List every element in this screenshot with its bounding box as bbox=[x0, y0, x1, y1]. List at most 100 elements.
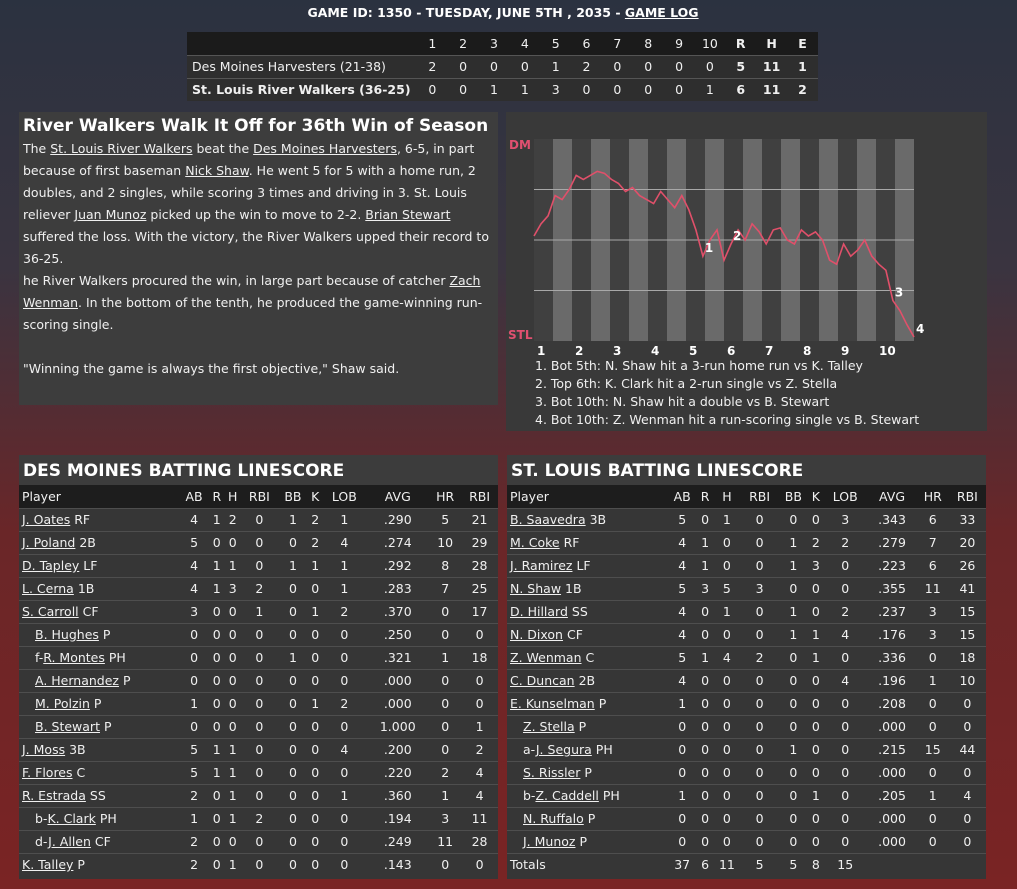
stat-cell: 2 bbox=[224, 507, 241, 531]
batter-row: B. Stewart P 0 0 0 0 0 0 0 1.000 0 1 bbox=[19, 714, 498, 738]
stat-cell: 1 bbox=[667, 691, 698, 715]
stat-cell: 0 bbox=[916, 645, 949, 669]
team-total: 5 bbox=[736, 59, 746, 74]
player-cell: J. Moss 3B bbox=[19, 737, 179, 761]
player-link[interactable]: L. Cerna bbox=[22, 581, 74, 596]
stat-cell: 1 bbox=[224, 760, 241, 784]
player-link[interactable]: M. Polzin bbox=[35, 696, 90, 711]
player-link[interactable]: Z. Wenman bbox=[510, 650, 582, 665]
stat-cell: 0 bbox=[778, 714, 809, 738]
stat-cell: 1 bbox=[224, 737, 241, 761]
stat-cell: 4 bbox=[948, 783, 986, 807]
player-link[interactable]: J. Moss bbox=[22, 742, 66, 757]
player-link[interactable]: Z. Stella bbox=[523, 719, 575, 734]
column-header: HR bbox=[916, 485, 949, 508]
player-link[interactable]: R. Estrada bbox=[22, 788, 86, 803]
player-cell: K. Talley P bbox=[19, 852, 179, 876]
player-link[interactable]: E. Kunselman bbox=[510, 696, 595, 711]
player-cell: B. Hughes P bbox=[19, 622, 179, 646]
stat-cell: 0 bbox=[741, 691, 779, 715]
stat-cell: 2 bbox=[179, 829, 210, 853]
dm-batting-table: Player AB R H RBI BB K LOB AVG HR RBI J. Oates RF 4… bbox=[19, 485, 498, 876]
player-link[interactable]: J. Allen bbox=[48, 834, 91, 849]
player-position: P bbox=[578, 719, 587, 734]
player-link[interactable]: R. Montes bbox=[43, 650, 105, 665]
stat-cell: 3 bbox=[429, 806, 462, 830]
player-link[interactable]: D. Hillard bbox=[510, 604, 568, 619]
player-link-zach-wenman[interactable]: Zach Wenman bbox=[23, 273, 481, 310]
stat-cell: 0 bbox=[697, 599, 713, 623]
stat-cell: 1 bbox=[209, 507, 225, 531]
player-link[interactable]: J. Munoz bbox=[523, 834, 576, 849]
player-link[interactable]: J. Poland bbox=[22, 535, 76, 550]
player-link-brian-stewart[interactable]: Brian Stewart bbox=[365, 207, 451, 222]
stat-cell: 0 bbox=[179, 622, 210, 646]
stat-cell: 1 bbox=[224, 852, 241, 876]
player-link[interactable]: A. Hernandez bbox=[35, 673, 119, 688]
inning-header: 7 bbox=[601, 32, 633, 55]
player-link[interactable]: S. Rissler bbox=[523, 765, 581, 780]
player-link[interactable]: J. Oates bbox=[22, 512, 71, 527]
inning-label: 3 bbox=[613, 344, 621, 357]
column-header: R bbox=[209, 485, 225, 508]
column-header: R bbox=[697, 485, 713, 508]
inning-header: 3 bbox=[478, 32, 510, 55]
player-link[interactable]: N. Ruffalo bbox=[523, 811, 584, 826]
player-link[interactable]: S. Carroll bbox=[22, 604, 79, 619]
inning-score: 1 bbox=[705, 82, 714, 98]
stat-cell: .196 bbox=[867, 668, 917, 692]
stat-cell: 1 bbox=[277, 645, 308, 669]
stat-cell: 4 bbox=[179, 576, 210, 600]
player-link[interactable]: N. Shaw bbox=[510, 581, 562, 596]
stat-cell: 2 bbox=[429, 760, 462, 784]
stat-cell: 0 bbox=[667, 760, 698, 784]
player-link[interactable]: J. Segura bbox=[535, 742, 592, 757]
player-link[interactable]: K. Talley bbox=[22, 857, 74, 873]
column-header: RBI bbox=[948, 485, 986, 508]
stat-cell: 1 bbox=[224, 783, 241, 807]
stat-cell: 2 bbox=[179, 852, 210, 876]
player-link[interactable]: F. Flores bbox=[22, 765, 73, 780]
player-link[interactable]: M. Coke bbox=[510, 535, 560, 550]
stat-cell: 0 bbox=[240, 645, 278, 669]
column-header: BB bbox=[277, 485, 308, 508]
player-link[interactable]: J. Ramirez bbox=[510, 558, 573, 573]
stat-cell: 2 bbox=[808, 530, 824, 554]
player-link[interactable]: K. Clark bbox=[47, 811, 96, 826]
team-link-stl[interactable]: St. Louis River Walkers bbox=[50, 141, 193, 156]
batter-row: E. Kunselman P 1 0 0 0 0 0 0.208 0 0 bbox=[507, 691, 986, 715]
player-link[interactable]: Z. Caddell bbox=[535, 788, 599, 803]
player-link-juan-munoz[interactable]: Juan Munoz bbox=[74, 207, 147, 222]
stat-cell: 2 bbox=[308, 507, 323, 531]
player-position: PH bbox=[602, 788, 620, 803]
player-link[interactable]: D. Tapley bbox=[22, 558, 80, 573]
stat-cell: 0 bbox=[712, 691, 741, 715]
player-link[interactable]: B. Saavedra bbox=[510, 512, 586, 527]
game-log-link[interactable]: GAME LOG bbox=[624, 5, 699, 20]
stat-cell: 10 bbox=[948, 668, 986, 692]
stat-cell: 1 bbox=[179, 806, 210, 830]
stat-cell: 0 bbox=[778, 829, 809, 853]
stat-cell: 0 bbox=[429, 737, 462, 761]
stat-cell: .223 bbox=[867, 553, 917, 577]
stat-cell: 0 bbox=[308, 760, 323, 784]
stat-cell: .237 bbox=[867, 599, 917, 623]
stat-cell: 0 bbox=[741, 553, 779, 577]
inning-label: 4 bbox=[651, 344, 659, 357]
player-position: P bbox=[103, 719, 112, 734]
team-link-dm[interactable]: Des Moines Harvesters bbox=[253, 141, 397, 156]
player-link[interactable]: C. Duncan bbox=[510, 673, 575, 688]
stat-cell: .000 bbox=[867, 760, 917, 784]
total-cell: 5 bbox=[778, 852, 809, 876]
stat-cell: 0 bbox=[429, 691, 462, 715]
stat-cell: 0 bbox=[778, 645, 809, 669]
player-link[interactable]: B. Hughes bbox=[35, 627, 99, 642]
inning-score: 0 bbox=[675, 82, 684, 98]
player-link[interactable]: N. Dixon bbox=[510, 627, 563, 642]
player-link[interactable]: B. Stewart bbox=[35, 719, 100, 734]
stat-cell: 0 bbox=[308, 806, 323, 830]
player-link-nick-shaw[interactable]: Nick Shaw bbox=[185, 163, 249, 178]
player-cell: b-Z. Caddell PH bbox=[507, 783, 667, 807]
player-position: CF bbox=[94, 834, 111, 849]
stat-cell: 0 bbox=[808, 576, 824, 600]
